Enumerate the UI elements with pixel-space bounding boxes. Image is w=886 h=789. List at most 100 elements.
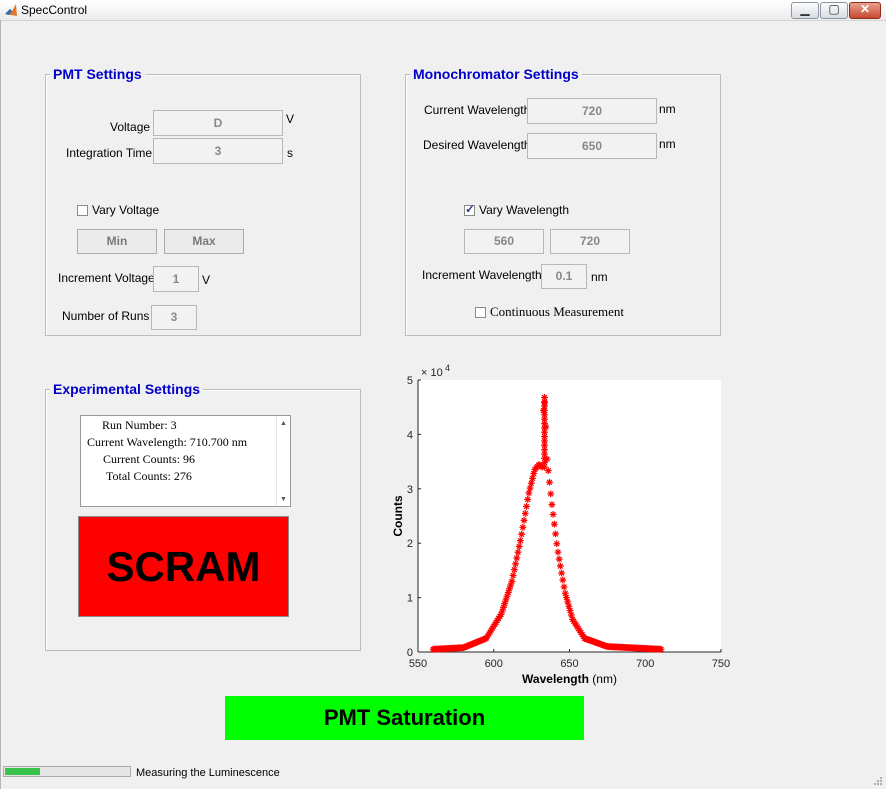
data-point: [541, 402, 548, 410]
data-point: [554, 548, 562, 556]
vary-wavelength-label: Vary Wavelength: [479, 203, 570, 217]
desired-wavelength-unit: nm: [659, 137, 676, 151]
x-tick-label: 750: [712, 658, 730, 670]
data-point: [550, 520, 558, 528]
increment-wavelength-label: Increment Wavelength: [422, 268, 542, 282]
y-exponent-power: 4: [445, 363, 450, 373]
data-point: [555, 555, 563, 563]
pmt-settings-panel: PMT Settings: [45, 66, 361, 336]
monochromator-settings-title: Monochromator Settings: [410, 66, 582, 82]
continuous-measurement-checkbox[interactable]: [475, 307, 486, 318]
max-voltage-button[interactable]: Max: [164, 229, 244, 254]
close-icon: ✕: [859, 2, 871, 16]
minimize-icon: ▁: [800, 2, 810, 16]
experimental-settings-title: Experimental Settings: [50, 381, 204, 397]
data-point: [518, 530, 526, 538]
y-tick-label: 0: [407, 647, 413, 659]
y-exponent-label: × 10: [421, 367, 443, 379]
x-tick-label: 550: [409, 658, 427, 670]
number-of-runs-field[interactable]: 3: [151, 305, 197, 330]
current-wavelength-field[interactable]: 720: [527, 98, 657, 124]
y-tick-label: 3: [407, 484, 413, 496]
integration-time-unit: s: [287, 146, 293, 160]
continuous-measurement-label: Continuous Measurement: [490, 304, 624, 319]
data-point: [510, 566, 518, 574]
pmt-saturation-indicator: PMT Saturation: [225, 696, 584, 740]
scram-button[interactable]: SCRAM: [78, 516, 289, 617]
log-scrollbar[interactable]: ▲ ▼: [276, 416, 290, 506]
scroll-down-icon[interactable]: ▼: [280, 495, 287, 503]
progress-fill: [5, 768, 40, 775]
window-frame: [0, 20, 1, 789]
data-point: [553, 540, 561, 548]
data-point: [521, 509, 529, 517]
monochromator-settings-panel: Monochromator Settings: [405, 66, 721, 336]
window-title: SpecControl: [21, 3, 88, 17]
y-tick-label: 1: [407, 593, 413, 605]
increment-voltage-unit: V: [202, 273, 211, 287]
data-point: [523, 503, 530, 510]
min-voltage-button[interactable]: Min: [77, 229, 157, 254]
progress-bar: [3, 766, 131, 777]
data-point: [541, 394, 548, 401]
title-bar: SpecControl ▁ ▢ ✕: [0, 0, 886, 21]
minimize-button[interactable]: ▁: [791, 2, 819, 19]
scroll-up-icon[interactable]: ▲: [280, 419, 287, 427]
data-point: [517, 537, 524, 545]
maximize-button[interactable]: ▢: [820, 2, 848, 19]
desired-wavelength-field[interactable]: 650: [527, 133, 657, 159]
increment-voltage-field[interactable]: 1: [153, 266, 199, 292]
data-point: [513, 554, 521, 562]
experiment-log-listbox[interactable]: Run Number: 3 Current Wavelength: 710.70…: [80, 415, 291, 507]
current-wavelength-unit: nm: [659, 102, 676, 116]
integration-time-field[interactable]: 3: [153, 138, 283, 164]
data-point: [559, 576, 567, 584]
data-point: [558, 569, 566, 577]
log-total-counts: Total Counts: 276: [106, 469, 192, 483]
data-point: [547, 490, 555, 498]
log-current-wavelength: Current Wavelength: 710.700 nm: [87, 435, 248, 449]
data-point: [546, 478, 553, 486]
data-point: [514, 548, 522, 556]
data-point: [548, 501, 556, 508]
number-of-runs-label: Number of Runs: [62, 309, 150, 323]
x-axis-label: Wavelength (nm): [522, 672, 617, 686]
data-point: [508, 577, 516, 585]
log-run-number: Run Number: 3: [102, 418, 177, 432]
increment-voltage-label: Increment Voltage: [58, 271, 155, 285]
voltage-unit: V: [286, 112, 295, 126]
pmt-settings-title: PMT Settings: [50, 66, 145, 82]
vary-wavelength-checkbox[interactable]: [464, 202, 475, 216]
desired-wavelength-label: Desired Wavelength: [423, 138, 531, 152]
increment-wavelength-field[interactable]: 0.1: [541, 264, 587, 289]
x-tick-label: 600: [485, 658, 503, 670]
vary-voltage-checkbox[interactable]: [77, 205, 88, 216]
wavelength-range-min-field[interactable]: 560: [464, 229, 544, 254]
maximize-icon: ▢: [828, 2, 840, 16]
data-point: [520, 516, 528, 524]
close-button[interactable]: ✕: [849, 2, 881, 19]
vary-voltage-label: Vary Voltage: [92, 203, 160, 217]
wavelength-range-max-field[interactable]: 720: [550, 229, 630, 254]
increment-wavelength-unit: nm: [591, 270, 608, 284]
voltage-field[interactable]: D: [153, 110, 283, 136]
data-point: [541, 433, 548, 440]
data-point: [519, 523, 527, 531]
data-point: [657, 645, 665, 653]
data-point: [541, 454, 548, 462]
matlab-icon: [5, 4, 17, 16]
integration-time-label: Integration Time: [66, 146, 153, 160]
data-point: [561, 589, 569, 597]
status-text: Measuring the Luminescence: [136, 767, 280, 779]
data-point: [541, 459, 548, 467]
resize-grip-icon[interactable]: [873, 776, 883, 786]
y-axis-label: Counts: [391, 495, 405, 537]
x-tick-label: 650: [560, 658, 578, 670]
data-point: [560, 583, 568, 591]
x-tick-label: 700: [636, 658, 654, 670]
data-point: [549, 510, 557, 518]
voltage-label: Voltage: [110, 120, 151, 134]
data-point: [552, 530, 559, 538]
y-tick-label: 4: [407, 429, 413, 441]
current-wavelength-label: Current Wavelength: [424, 103, 531, 117]
